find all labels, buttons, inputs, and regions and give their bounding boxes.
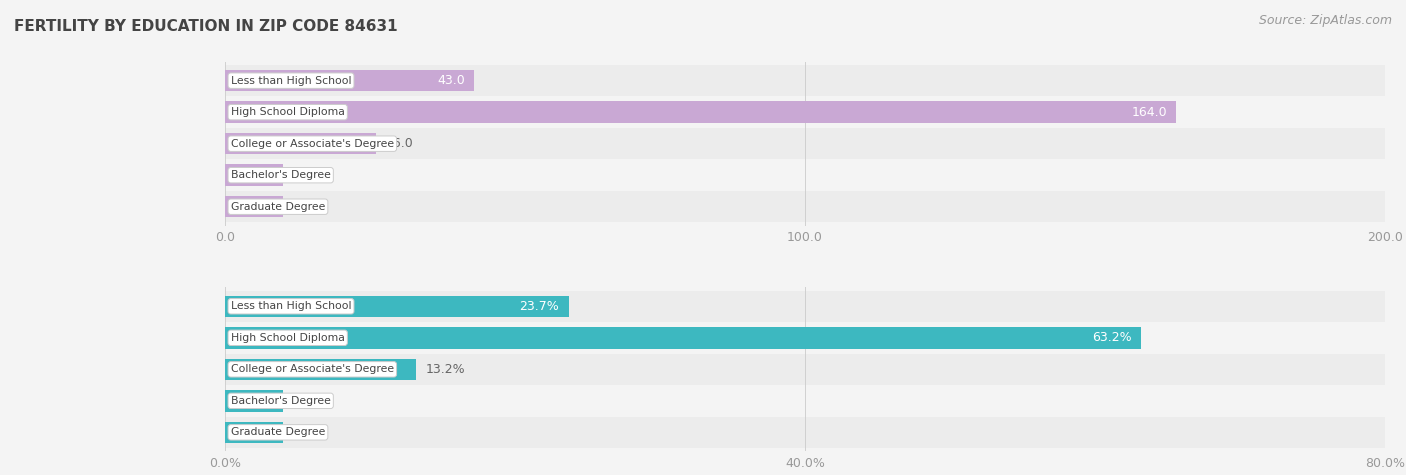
Bar: [225, 327, 1142, 349]
Bar: [225, 385, 1385, 417]
Bar: [225, 133, 375, 154]
Bar: [225, 164, 283, 186]
Text: College or Associate's Degree: College or Associate's Degree: [231, 139, 394, 149]
Bar: [225, 70, 474, 91]
Text: Bachelor's Degree: Bachelor's Degree: [231, 170, 330, 180]
Text: High School Diploma: High School Diploma: [231, 107, 344, 117]
Text: 26.0: 26.0: [385, 137, 413, 150]
Text: 0.0: 0.0: [292, 200, 312, 213]
Text: 43.0: 43.0: [437, 74, 465, 87]
Bar: [225, 417, 1385, 448]
Bar: [225, 322, 1385, 353]
Bar: [225, 65, 1385, 96]
Text: 0.0%: 0.0%: [292, 394, 325, 408]
Bar: [225, 191, 1385, 222]
Bar: [225, 291, 1385, 322]
Bar: [225, 96, 1385, 128]
Text: Graduate Degree: Graduate Degree: [231, 428, 325, 437]
Bar: [225, 390, 283, 411]
Bar: [225, 353, 1385, 385]
Text: 63.2%: 63.2%: [1092, 331, 1132, 344]
Text: High School Diploma: High School Diploma: [231, 333, 344, 343]
Bar: [225, 102, 1177, 123]
Text: Source: ZipAtlas.com: Source: ZipAtlas.com: [1258, 14, 1392, 27]
Bar: [225, 359, 416, 380]
Bar: [225, 422, 283, 443]
Text: Bachelor's Degree: Bachelor's Degree: [231, 396, 330, 406]
Text: Graduate Degree: Graduate Degree: [231, 202, 325, 212]
Bar: [225, 196, 283, 218]
Text: 23.7%: 23.7%: [520, 300, 560, 313]
Text: 0.0: 0.0: [292, 169, 312, 182]
Text: Less than High School: Less than High School: [231, 76, 352, 86]
Text: Less than High School: Less than High School: [231, 301, 352, 311]
Bar: [225, 295, 568, 317]
Text: 13.2%: 13.2%: [426, 363, 465, 376]
Bar: [225, 160, 1385, 191]
Text: 164.0: 164.0: [1132, 105, 1167, 119]
Text: 0.0%: 0.0%: [292, 426, 325, 439]
Bar: [225, 128, 1385, 160]
Text: College or Associate's Degree: College or Associate's Degree: [231, 364, 394, 374]
Text: FERTILITY BY EDUCATION IN ZIP CODE 84631: FERTILITY BY EDUCATION IN ZIP CODE 84631: [14, 19, 398, 34]
